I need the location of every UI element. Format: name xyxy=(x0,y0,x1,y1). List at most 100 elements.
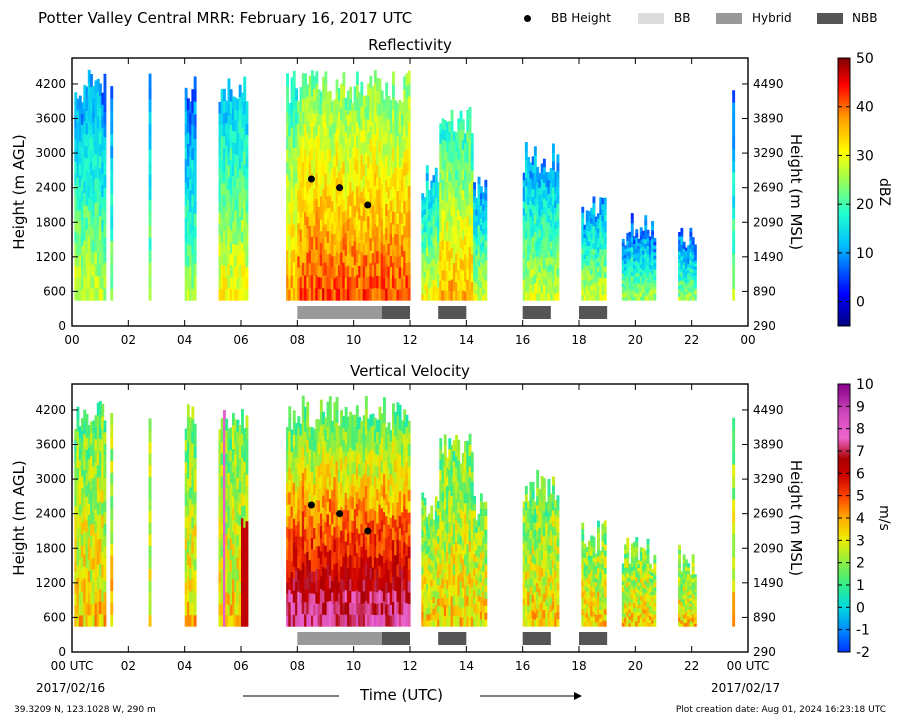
field-cell xyxy=(286,274,289,289)
x-tick-label: 16 xyxy=(515,333,530,347)
field-cell xyxy=(232,614,235,627)
field-cell xyxy=(234,131,238,143)
field-cell xyxy=(434,496,438,505)
field-cell xyxy=(313,100,316,114)
field-cell xyxy=(599,254,603,261)
field-cell xyxy=(241,409,244,422)
field-cell xyxy=(220,100,224,113)
field-cell xyxy=(236,121,240,134)
field-cell xyxy=(646,276,650,282)
field-cell xyxy=(373,261,377,276)
field-cell xyxy=(333,489,337,503)
field-cell xyxy=(441,239,445,251)
field-cell xyxy=(362,164,366,176)
field-cell xyxy=(437,515,440,523)
field-cell xyxy=(355,405,359,419)
field-cell xyxy=(687,287,691,292)
field-cell xyxy=(148,579,152,592)
field-cell xyxy=(529,208,533,217)
field-cell xyxy=(626,251,630,256)
field-cell xyxy=(597,290,600,296)
field-cell xyxy=(383,121,386,134)
field-cell xyxy=(392,514,395,528)
field-cell xyxy=(522,264,526,273)
field-cell xyxy=(218,451,222,463)
field-cell xyxy=(319,525,323,539)
field-cell xyxy=(227,472,231,484)
field-cell xyxy=(423,583,427,591)
field-cell xyxy=(396,135,400,148)
field-cell xyxy=(524,177,528,187)
field-cell xyxy=(653,241,657,246)
field-cell xyxy=(94,614,98,627)
field-cell xyxy=(308,559,312,572)
field-cell xyxy=(547,221,551,230)
field-cell xyxy=(446,466,449,477)
field-cell xyxy=(245,415,249,428)
field-cell xyxy=(304,613,307,627)
field-cell xyxy=(193,502,197,515)
field-cell xyxy=(346,125,350,138)
field-cell xyxy=(403,481,407,495)
field-cell xyxy=(691,237,695,242)
field-cell xyxy=(430,572,434,580)
field-cell xyxy=(346,451,350,464)
field-cell xyxy=(434,292,438,301)
field-cell xyxy=(364,562,368,576)
field-cell xyxy=(684,265,688,269)
field-cell xyxy=(92,466,96,479)
field-cell xyxy=(547,271,551,280)
field-cell xyxy=(243,101,247,115)
field-cell xyxy=(405,111,409,125)
field-cell xyxy=(308,250,312,264)
field-cell xyxy=(689,243,693,249)
field-cell xyxy=(317,511,321,524)
field-cell xyxy=(459,194,463,206)
field-cell xyxy=(189,614,193,627)
field-cell xyxy=(594,258,598,264)
field-cell xyxy=(682,277,686,282)
field-cell xyxy=(346,183,350,196)
field-cell xyxy=(326,563,330,577)
field-cell xyxy=(286,111,289,125)
field-cell xyxy=(328,114,332,127)
field-cell xyxy=(597,232,600,238)
field-cell xyxy=(398,478,402,492)
field-cell xyxy=(101,601,105,615)
field-cell xyxy=(389,244,393,257)
field-cell xyxy=(430,180,434,188)
field-cell xyxy=(362,579,366,592)
field-cell xyxy=(425,262,429,271)
field-cell xyxy=(484,219,488,228)
field-cell xyxy=(87,536,91,549)
field-cell xyxy=(333,576,337,590)
field-cell xyxy=(349,122,353,135)
field-cell xyxy=(286,199,289,213)
field-cell xyxy=(581,274,585,280)
field-cell xyxy=(148,136,152,150)
field-cell xyxy=(624,294,627,298)
field-cell xyxy=(396,489,400,503)
field-cell xyxy=(450,236,454,248)
field-cell xyxy=(425,270,429,279)
field-cell xyxy=(637,293,641,298)
field-cell xyxy=(94,287,98,301)
field-cell xyxy=(482,294,485,301)
field-cell xyxy=(236,591,240,604)
field-cell xyxy=(552,239,555,249)
field-cell xyxy=(479,274,483,282)
field-cell xyxy=(385,471,389,484)
field-cell xyxy=(421,288,425,295)
field-cell xyxy=(428,613,431,621)
field-cell xyxy=(407,455,411,468)
field-cell xyxy=(691,282,695,287)
field-cell xyxy=(446,513,449,524)
field-cell xyxy=(234,476,238,489)
field-cell xyxy=(446,607,449,618)
field-cell xyxy=(461,249,465,261)
field-cell xyxy=(313,212,316,226)
field-cell xyxy=(351,602,355,615)
field-cell xyxy=(425,225,429,234)
field-cell xyxy=(421,574,425,583)
field-cell xyxy=(448,121,452,132)
